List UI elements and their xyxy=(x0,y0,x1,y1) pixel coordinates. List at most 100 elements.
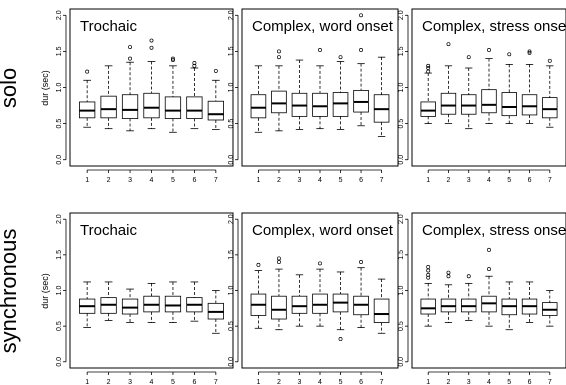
box-iqr xyxy=(373,298,390,323)
box-4 xyxy=(312,261,328,327)
x-tick-label: 6 xyxy=(359,177,363,184)
x-tick-label: 7 xyxy=(214,177,218,184)
outlier-point xyxy=(276,256,281,261)
x-tick-label: 7 xyxy=(548,177,552,184)
y-tick-label: 2.0 xyxy=(228,214,235,224)
x-tick-label: 1 xyxy=(85,379,89,385)
y-tick-label: 2.0 xyxy=(56,10,63,20)
box-4 xyxy=(143,282,160,323)
x-tick-label: 4 xyxy=(150,379,154,385)
box-iqr xyxy=(271,90,287,114)
y-tick-label: 0.5 xyxy=(56,119,63,129)
row-label-synchronous: synchronous xyxy=(0,229,21,354)
box-iqr xyxy=(121,94,139,119)
x-tick-label: 1 xyxy=(426,177,430,184)
x-tick-label: 6 xyxy=(192,379,196,385)
box-1 xyxy=(250,65,267,133)
x-tick-label: 7 xyxy=(548,379,552,385)
panel-title: Complex, stress onset xyxy=(422,18,566,35)
box-6 xyxy=(186,281,203,322)
x-tick-label: 6 xyxy=(528,379,532,385)
box-2 xyxy=(100,65,117,130)
box-2 xyxy=(440,270,457,323)
box-iqr xyxy=(164,96,182,119)
box-4 xyxy=(481,47,497,125)
outlier-point xyxy=(85,69,90,74)
box-1 xyxy=(420,265,436,327)
x-tick-label: 3 xyxy=(128,177,132,184)
outlier-point xyxy=(426,265,431,269)
box-iqr xyxy=(461,94,477,115)
box-iqr xyxy=(332,92,349,117)
x-tick-label: 3 xyxy=(467,177,471,184)
outlier-point xyxy=(426,272,431,277)
x-tick-label: 2 xyxy=(277,379,281,385)
outlier-point xyxy=(149,45,154,50)
y-axis-label-solo: dur (sec) xyxy=(40,70,50,106)
box-5 xyxy=(501,281,517,331)
outlier-point xyxy=(256,262,261,267)
x-tick-label: 5 xyxy=(171,177,175,184)
x-tick-label: 5 xyxy=(171,379,175,385)
box-3 xyxy=(121,45,139,132)
y-tick-label: 0.0 xyxy=(56,155,63,165)
outlier-point xyxy=(128,45,133,50)
outlier-point xyxy=(487,47,491,52)
box-iqr xyxy=(312,293,328,314)
box-4 xyxy=(312,47,328,130)
box-5 xyxy=(164,56,182,133)
y-tick-label: 1.0 xyxy=(398,83,405,93)
box-3 xyxy=(291,59,308,130)
chart-panel: Complex, word onset 0.0 0.5 1.0 1.5 2.0 1 2 3 4 5 6… xyxy=(228,212,399,385)
y-tick-label: 0.0 xyxy=(56,357,63,367)
outlier-point xyxy=(149,38,154,43)
y-tick-label: 1.5 xyxy=(56,250,63,260)
x-tick-label: 1 xyxy=(426,379,430,385)
outlier-point xyxy=(213,68,218,73)
panel-frame xyxy=(241,212,399,369)
y-tick-label: 2.0 xyxy=(56,214,63,224)
x-tick-label: 6 xyxy=(359,379,363,385)
y-tick-label: 0.0 xyxy=(228,155,235,165)
panel-frame xyxy=(411,212,566,369)
outlier-point xyxy=(426,63,431,68)
x-tick-label: 5 xyxy=(339,379,343,385)
box-iqr xyxy=(420,101,436,117)
outlier-point xyxy=(359,260,364,264)
y-tick-label: 1.0 xyxy=(398,286,405,296)
box-5 xyxy=(332,55,349,130)
y-tick-label: 1.0 xyxy=(228,286,235,296)
outlier-point xyxy=(338,55,343,60)
outlier-point xyxy=(487,267,491,272)
y-tick-label: 0.0 xyxy=(228,357,235,367)
outlier-point xyxy=(446,42,451,47)
box-1 xyxy=(420,63,436,125)
box-iqr xyxy=(542,97,558,119)
x-tick-label: 4 xyxy=(318,177,322,184)
y-tick-label: 0.5 xyxy=(398,321,405,331)
x-tick-label: 3 xyxy=(298,177,302,184)
box-3 xyxy=(461,274,477,321)
row-label-solo: solo xyxy=(0,68,21,108)
box-6 xyxy=(521,49,538,125)
panel-title: Trochaic xyxy=(80,222,137,239)
x-tick-label: 3 xyxy=(298,379,302,385)
outlier-point xyxy=(192,60,197,65)
box-3 xyxy=(121,288,139,323)
y-tick-label: 1.0 xyxy=(56,83,63,93)
box-1 xyxy=(250,262,267,329)
x-tick-label: 7 xyxy=(214,379,218,385)
box-2 xyxy=(271,256,287,331)
box-1 xyxy=(79,281,96,328)
outlier-point xyxy=(276,55,281,60)
box-7 xyxy=(542,58,558,128)
x-tick-label: 4 xyxy=(150,177,154,184)
outlier-point xyxy=(170,56,175,61)
panel-title: Complex, word onset xyxy=(252,18,394,35)
box-6 xyxy=(521,281,538,323)
outlier-point xyxy=(487,247,491,252)
outlier-point xyxy=(359,47,364,52)
box-7 xyxy=(373,278,390,334)
box-7 xyxy=(207,290,224,334)
outlier-point xyxy=(527,50,532,55)
